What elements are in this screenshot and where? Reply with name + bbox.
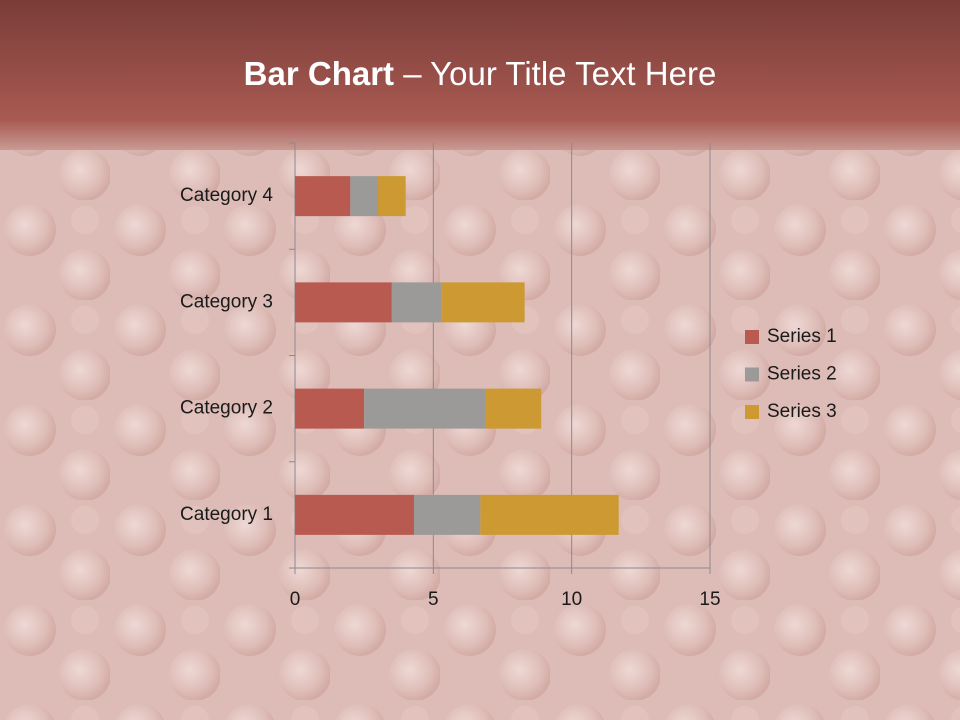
x-tick-label: 0: [290, 589, 301, 610]
bar-segment: [295, 388, 365, 429]
legend-label: Series 2: [767, 364, 837, 385]
y-tick-label: Category 3: [180, 291, 273, 312]
legend-swatch: [745, 330, 759, 344]
x-tick-label: 15: [699, 589, 720, 610]
x-tick-label: 10: [561, 589, 582, 610]
bar-segment: [391, 282, 442, 323]
bar-segment: [364, 388, 486, 429]
title-band: [0, 0, 960, 150]
legend-swatch: [745, 405, 759, 419]
bar-segment: [295, 494, 414, 535]
y-tick-label: Category 1: [180, 504, 273, 525]
x-tick-label: 5: [428, 589, 439, 610]
title-bold: Bar Chart: [244, 55, 394, 92]
slide-title: Bar Chart – Your Title Text Here: [244, 55, 717, 92]
bar-segment: [295, 282, 392, 323]
bar-segment: [295, 176, 351, 217]
legend-label: Series 3: [767, 401, 837, 422]
chart: 0 5 10 15 Category 1 Category 2 Category 3 Cate…: [180, 142, 837, 610]
bar-segment: [441, 282, 525, 323]
bar-segment: [480, 494, 619, 535]
y-tick-label: Category 2: [180, 398, 273, 419]
legend-label: Series 1: [767, 326, 837, 347]
bar-segment: [350, 176, 378, 217]
y-tick-label: Category 4: [180, 185, 273, 206]
title-rest: – Your Title Text Here: [403, 55, 716, 92]
bar-segment: [413, 494, 481, 535]
bar-segment: [485, 388, 542, 429]
bar-segment: [378, 176, 406, 217]
legend-swatch: [745, 367, 759, 382]
